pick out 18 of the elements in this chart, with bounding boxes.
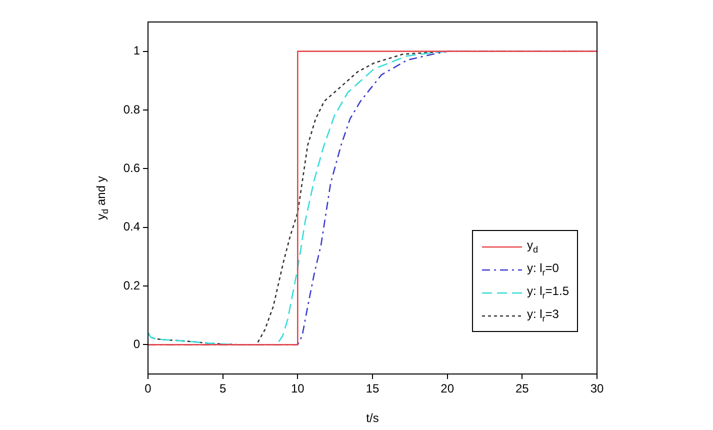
- x-tick-label: 15: [366, 382, 380, 396]
- y-tick-label: 0.2: [123, 278, 140, 292]
- x-tick-label: 20: [440, 382, 454, 396]
- legend-label: y: l$_{r}$=1.5: [526, 284, 569, 301]
- y-tick-label: 1: [133, 44, 140, 58]
- legend-label: y: l$_{r}$=3: [526, 307, 559, 324]
- x-tick-label: 25: [515, 382, 530, 396]
- y-tick-label: 0.6: [123, 160, 140, 175]
- y-tick-label: 0.8: [123, 102, 140, 116]
- legend-label: y: l$_{r}$=0: [526, 261, 559, 278]
- x-tick-label: 5: [219, 382, 226, 396]
- y-tick-label: 0.4: [123, 220, 140, 234]
- x-tick-label: 30: [590, 382, 604, 396]
- x-axis-title: t/s: [366, 411, 379, 426]
- x-tick-label: 10: [290, 382, 305, 396]
- legend-label: y$_{d}$: [526, 238, 538, 255]
- y-tick-label: 0: [133, 336, 140, 351]
- x-tick-label: 0: [144, 382, 152, 396]
